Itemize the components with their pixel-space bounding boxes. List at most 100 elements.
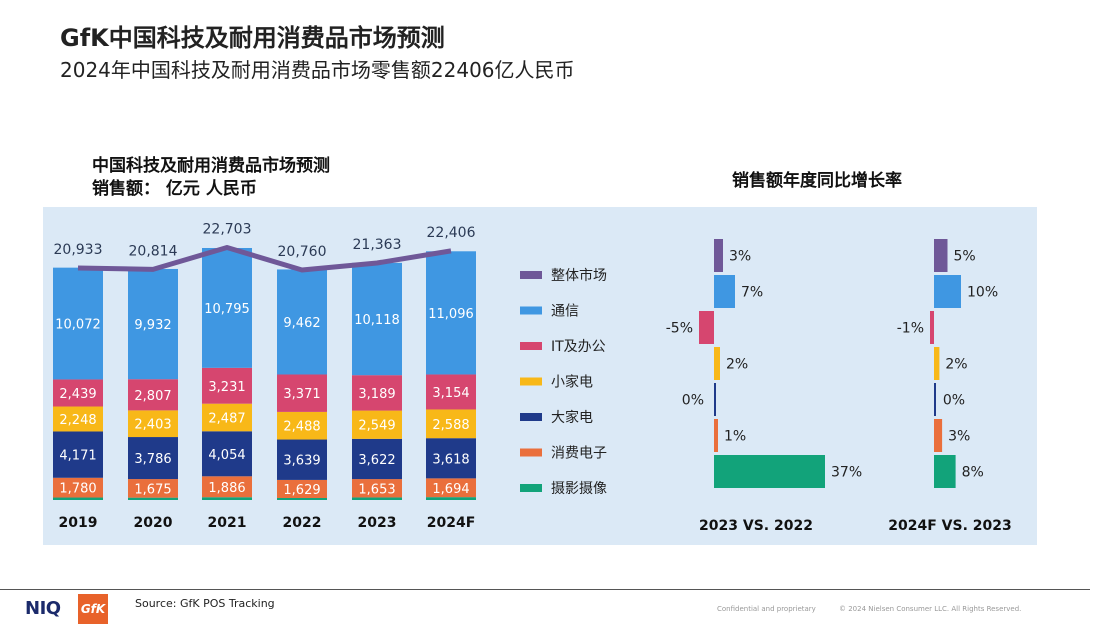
- bar-value-label: 2,487: [208, 411, 245, 426]
- x-tick-label: 2023: [358, 515, 397, 531]
- bar-value-label: 9,932: [134, 318, 171, 333]
- bar-segment: [426, 438, 476, 479]
- legend-swatch: [520, 377, 542, 386]
- page-subtitle: 2024年中国科技及耐用消费品市场零售额22406亿人民币: [60, 58, 575, 82]
- bar-value-label: 1,886: [208, 481, 245, 496]
- gfk-logo: GfK: [78, 594, 108, 624]
- bar-value-label: 1,629: [283, 483, 320, 498]
- growth-bar: [699, 311, 714, 344]
- bar-value-label: 2,588: [432, 418, 469, 433]
- legend-label: 摄影摄像: [551, 481, 607, 497]
- bar-segment: [426, 478, 476, 498]
- growth-bar: [934, 239, 948, 272]
- bar-segment: [128, 268, 178, 380]
- stacked-chart-title-line1: 中国科技及耐用消费品市场预测: [92, 156, 330, 176]
- legend-label: 消费电子: [551, 446, 607, 462]
- growth-value-label: 0%: [682, 393, 704, 409]
- bar-value-label: 3,154: [432, 386, 469, 401]
- bar-value-label: 1,653: [358, 482, 395, 497]
- total-value-label: 20,814: [129, 243, 178, 259]
- growth-bar: [934, 419, 943, 452]
- bar-segment: [128, 379, 178, 411]
- bar-segment: [277, 411, 327, 440]
- growth-value-label: 3%: [729, 249, 751, 265]
- bar-segment: [352, 410, 402, 439]
- bar-value-label: 2,439: [59, 387, 96, 402]
- bar-segment: [277, 439, 327, 480]
- growth-bar: [934, 383, 936, 416]
- growth-value-label: 2%: [726, 357, 748, 373]
- growth-value-label: -5%: [666, 321, 693, 337]
- bar-value-label: 9,462: [283, 316, 320, 331]
- legend-label: IT及办公: [551, 339, 606, 355]
- bar-segment: [53, 406, 103, 432]
- growth-series-label: 2024F VS. 2023: [888, 518, 1011, 534]
- growth-bar: [934, 455, 956, 488]
- growth-value-label: 7%: [741, 285, 763, 301]
- bar-value-label: 10,118: [354, 313, 400, 328]
- growth-value-label: 0%: [943, 393, 965, 409]
- growth-value-label: 8%: [962, 465, 984, 481]
- growth-value-label: 5%: [954, 249, 976, 265]
- bar-value-label: 10,795: [204, 302, 250, 317]
- x-tick-label: 2021: [208, 515, 247, 531]
- bar-segment: [426, 251, 476, 375]
- bar-value-label: 2,248: [59, 413, 96, 428]
- legend-label: 通信: [551, 304, 579, 320]
- bar-segment: [426, 409, 476, 439]
- legend-swatch: [520, 484, 542, 492]
- bar-segment: [202, 367, 252, 404]
- growth-bar: [714, 275, 735, 308]
- total-value-label: 22,406: [427, 225, 476, 241]
- bar-value-label: 3,189: [358, 387, 395, 402]
- bar-segment: [202, 247, 252, 368]
- copyright-note: © 2024 Nielsen Consumer LLC. All Rights …: [839, 605, 1022, 613]
- growth-value-label: -1%: [897, 321, 924, 337]
- legend-label: 小家电: [551, 374, 593, 391]
- bar-segment: [426, 374, 476, 410]
- bar-segment: [202, 476, 252, 498]
- bar-value-label: 11,096: [428, 307, 474, 322]
- bar-segment: [53, 431, 103, 478]
- bar-segment: [53, 379, 103, 407]
- bar-segment: [202, 403, 252, 432]
- bar-segment: [352, 262, 402, 376]
- bar-value-label: 2,549: [358, 419, 395, 434]
- bar-segment: [53, 267, 103, 380]
- source-note: Source: GfK POS Tracking: [135, 597, 275, 610]
- x-tick-label: 2024F: [427, 515, 476, 531]
- growth-bar: [714, 419, 718, 452]
- bar-segment: [426, 497, 476, 500]
- growth-value-label: 37%: [831, 465, 862, 481]
- bar-value-label: 4,054: [208, 448, 245, 463]
- growth-bar: [714, 347, 720, 380]
- bar-value-label: 2,807: [134, 389, 171, 404]
- bar-segment: [128, 497, 178, 500]
- growth-bar: [930, 311, 934, 344]
- bar-segment: [202, 497, 252, 500]
- legend-swatch: [520, 342, 542, 350]
- bar-value-label: 1,675: [134, 482, 171, 497]
- bar-value-label: 1,694: [432, 482, 469, 497]
- growth-bar: [714, 455, 825, 488]
- bar-value-label: 2,488: [283, 420, 320, 435]
- bar-segment: [277, 374, 327, 412]
- bar-segment: [277, 269, 327, 375]
- confidential-note: Confidential and proprietary: [717, 605, 816, 613]
- footer-divider: [0, 589, 1090, 590]
- bar-value-label: 3,639: [283, 454, 320, 469]
- growth-bar: [934, 275, 961, 308]
- bar-segment: [53, 497, 103, 500]
- bar-segment: [128, 410, 178, 438]
- bar-value-label: 1,780: [59, 482, 96, 497]
- bar-value-label: 2,403: [134, 418, 171, 433]
- legend-swatch: [520, 448, 542, 457]
- growth-chart-title: 销售额年度同比增长率: [732, 171, 902, 191]
- growth-value-label: 3%: [948, 429, 970, 445]
- bar-segment: [352, 479, 402, 498]
- bar-value-label: 3,618: [432, 452, 469, 467]
- bar-segment: [277, 479, 327, 498]
- total-value-label: 20,760: [278, 244, 327, 260]
- legend-label: 整体市场: [551, 267, 607, 284]
